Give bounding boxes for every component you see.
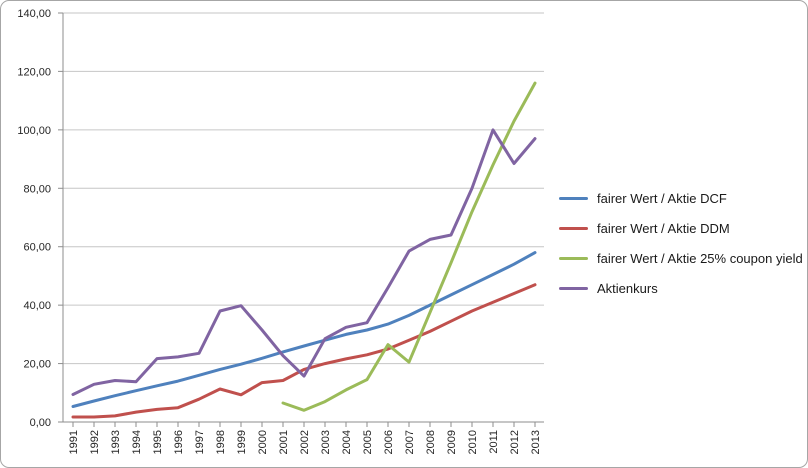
legend-item-coupon-yield: fairer Wert / Aktie 25% coupon yield — [559, 243, 803, 273]
legend-label-ddm: fairer Wert / Aktie DDM — [597, 220, 730, 236]
x-tick-label: 2002 — [299, 430, 311, 454]
legend-line-swatch-aktienkurs — [559, 286, 588, 290]
x-tick-label: 1996 — [173, 430, 185, 454]
y-tick-label: 100,00 — [17, 125, 51, 137]
y-tick-label: 0,00 — [30, 417, 51, 429]
series-line-3 — [71, 128, 537, 396]
chart-legend: fairer Wert / Aktie DCF fairer Wert / Ak… — [559, 183, 803, 303]
x-tick-label: 2009 — [446, 430, 458, 454]
x-tick-label: 1999 — [236, 430, 248, 454]
legend-item-ddm: fairer Wert / Aktie DDM — [559, 213, 803, 243]
legend-label-dcf: fairer Wert / Aktie DCF — [597, 190, 727, 206]
x-tick-label: 1995 — [152, 430, 164, 454]
x-tick-label: 2000 — [257, 430, 269, 454]
x-tick-label: 2010 — [467, 430, 479, 454]
series-line-1 — [71, 283, 537, 419]
x-tick-label: 2004 — [341, 430, 353, 454]
x-tick-label: 2001 — [278, 430, 290, 454]
x-tick-label: 1992 — [89, 430, 101, 454]
x-tick-label: 2012 — [509, 430, 521, 454]
x-tick-label: 2013 — [530, 430, 542, 454]
series-line-2 — [281, 81, 537, 412]
legend-item-dcf: fairer Wert / Aktie DCF — [559, 183, 803, 213]
y-tick-label: 40,00 — [23, 300, 51, 312]
x-tick-label: 2006 — [383, 430, 395, 454]
x-tick-label: 2011 — [488, 430, 500, 454]
x-tick-label: 2005 — [362, 430, 374, 454]
series-line-0 — [71, 251, 537, 408]
y-tick-label: 20,00 — [23, 359, 51, 371]
x-tick-label: 1993 — [110, 430, 122, 454]
x-tick-label: 1998 — [215, 430, 227, 454]
x-tick-label: 1994 — [131, 430, 143, 454]
x-tick-label: 2003 — [320, 430, 332, 454]
legend-line-swatch-coupon-yield — [559, 256, 588, 260]
x-tick-label: 2008 — [425, 430, 437, 454]
x-tick-label: 1991 — [68, 430, 80, 454]
legend-label-coupon-yield: fairer Wert / Aktie 25% coupon yield — [597, 250, 803, 266]
legend-line-swatch-ddm — [559, 226, 588, 230]
legend-line-swatch-dcf — [559, 196, 588, 200]
legend-label-aktienkurs: Aktienkurs — [597, 280, 658, 296]
legend-item-aktienkurs: Aktienkurs — [559, 273, 803, 303]
y-tick-label: 60,00 — [23, 242, 51, 254]
x-tick-label: 2007 — [404, 430, 416, 454]
y-tick-label: 120,00 — [17, 66, 51, 78]
y-tick-label: 140,00 — [17, 8, 51, 20]
x-tick-label: 1997 — [194, 430, 206, 454]
y-tick-label: 80,00 — [23, 183, 51, 195]
